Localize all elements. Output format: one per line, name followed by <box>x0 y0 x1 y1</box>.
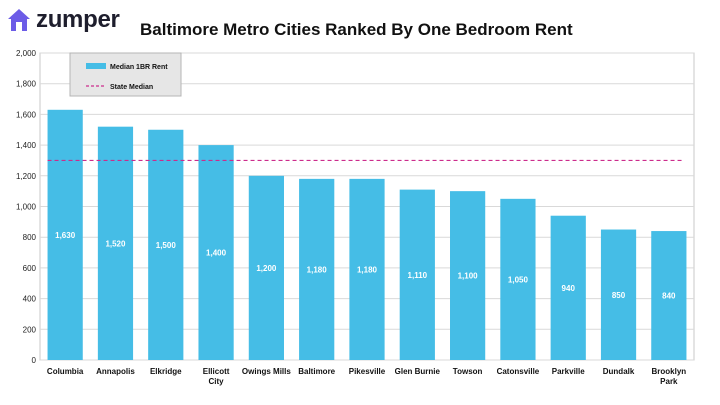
y-tick-label: 200 <box>23 325 37 334</box>
y-tick-label: 0 <box>32 356 37 365</box>
data-label: 1,400 <box>206 249 227 258</box>
x-category-label: Pikesville <box>349 367 386 376</box>
x-category-label: Brooklyn Park <box>652 367 687 386</box>
bar <box>600 229 637 360</box>
x-category-label: Catonsville <box>497 367 540 376</box>
bar <box>349 178 385 360</box>
data-label: 1,520 <box>105 239 126 248</box>
data-label: 1,050 <box>508 275 529 284</box>
x-category-label: Parkville <box>552 367 585 376</box>
y-tick-label: 600 <box>23 264 37 273</box>
bar <box>299 178 335 360</box>
y-tick-label: 1,800 <box>16 80 37 89</box>
legend-swatch-rent <box>86 63 106 69</box>
y-tick-label: 400 <box>23 295 37 304</box>
bar <box>148 129 184 360</box>
bar <box>500 198 536 360</box>
data-label: 1,100 <box>458 272 479 281</box>
y-tick-label: 1,600 <box>16 110 37 119</box>
bar <box>651 231 687 360</box>
chart-title: Baltimore Metro Cities Ranked By One Bed… <box>140 20 573 39</box>
legend-label-rent: Median 1BR Rent <box>110 64 168 71</box>
data-label: 1,110 <box>408 271 428 280</box>
bar <box>47 109 83 360</box>
x-category-label: Columbia <box>47 367 84 376</box>
x-category-label: Annapolis <box>96 367 135 376</box>
bar <box>97 126 134 361</box>
bar <box>198 145 234 360</box>
x-category-label: Owings Mills <box>242 367 291 376</box>
bar <box>248 175 284 360</box>
house-icon <box>8 9 30 31</box>
data-label: 850 <box>612 291 626 300</box>
brand-logo: zumper <box>6 6 120 34</box>
y-tick-label: 1,400 <box>16 141 37 150</box>
x-category-label: Ellicott City <box>203 367 230 386</box>
y-tick-label: 1,000 <box>16 203 37 212</box>
x-category-label: Baltimore <box>298 367 335 376</box>
brand-name: zumper <box>36 6 120 33</box>
x-category-label: Glen Burnie <box>395 367 441 376</box>
data-label: 1,630 <box>55 231 76 240</box>
legend-label-median: State Median <box>110 84 153 91</box>
y-tick-label: 2,000 <box>16 49 37 58</box>
data-label: 1,500 <box>156 241 177 250</box>
bar <box>450 191 486 360</box>
data-label: 1,180 <box>307 265 328 274</box>
data-label: 840 <box>662 292 676 301</box>
data-label: 1,180 <box>357 265 378 274</box>
legend-box <box>69 52 182 97</box>
y-tick-label: 1,200 <box>16 172 37 181</box>
bar <box>399 189 435 360</box>
data-label: 940 <box>562 284 576 293</box>
bar <box>550 215 586 360</box>
y-tick-label: 800 <box>23 233 37 242</box>
x-category-label: Elkridge <box>150 367 182 376</box>
x-category-label: Towson <box>453 367 483 376</box>
data-label: 1,200 <box>256 264 277 273</box>
x-category-label: Dundalk <box>603 367 635 376</box>
